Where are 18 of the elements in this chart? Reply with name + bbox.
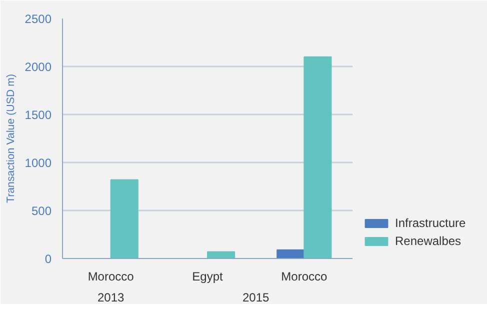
y-tick-label: 1000 [24,156,52,170]
y-axis-title: Transaction Value (USD m) [4,74,17,204]
x-tick-label: Morocco [88,270,134,284]
x-tick-label: Morocco [281,270,328,284]
x-tick-label: Egypt [192,270,224,284]
bar [276,249,305,258]
legend-label: Renewalbes [395,234,462,248]
y-tick-label: 500 [31,204,52,218]
y-tick-label: 0 [44,252,52,266]
bar [304,56,332,258]
legend-label: Infrastructure [395,216,466,230]
text: 2015 [242,290,270,304]
y-tick-label: 1500 [24,108,52,122]
y-tick-label: 2000 [24,60,52,74]
bar [207,251,236,258]
text: 2013 [97,290,125,304]
y-tick-label: 2500 [24,12,52,26]
bar [110,179,138,258]
